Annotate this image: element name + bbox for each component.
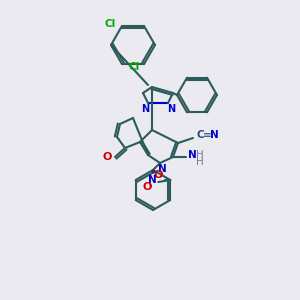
Text: Cl: Cl [104,19,116,29]
Text: O: O [154,170,163,180]
Text: -: - [148,180,152,190]
Text: O: O [142,182,152,192]
Text: H: H [196,150,204,160]
Text: N: N [188,150,196,160]
Text: H: H [196,157,204,167]
Text: +: + [149,169,155,175]
Text: N: N [141,104,149,114]
Text: C: C [196,130,204,140]
Text: N: N [148,175,157,185]
Text: Cl: Cl [128,62,140,72]
Text: ≡: ≡ [202,130,211,140]
Text: N: N [210,130,218,140]
Text: O: O [102,152,112,162]
Text: N: N [158,164,166,174]
Text: N: N [167,104,175,114]
